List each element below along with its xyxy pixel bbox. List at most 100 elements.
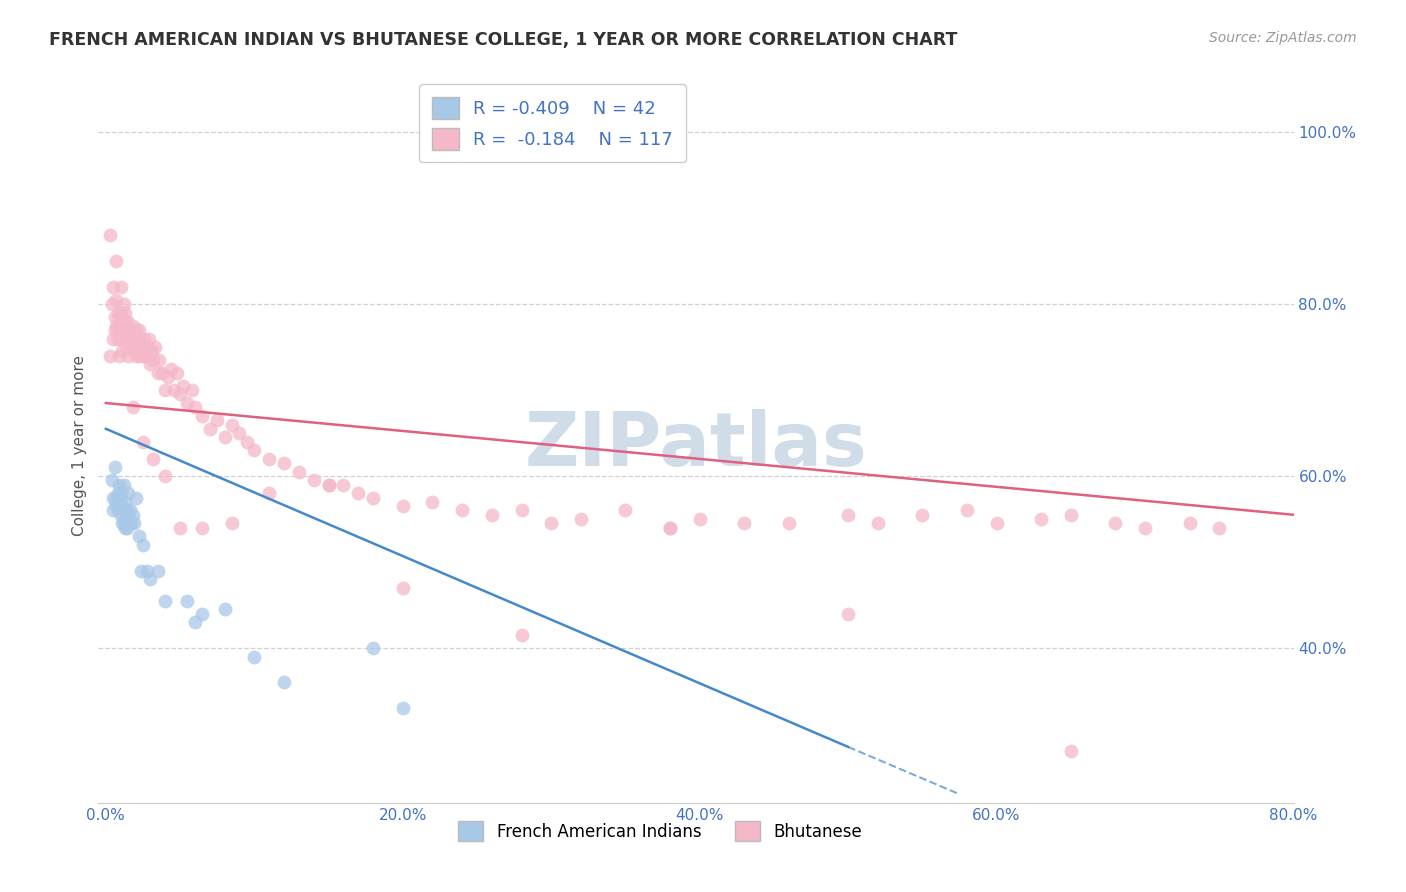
Text: Source: ZipAtlas.com: Source: ZipAtlas.com — [1209, 31, 1357, 45]
Point — [112, 314, 135, 328]
Point — [105, 293, 128, 307]
Point — [107, 306, 129, 320]
Point — [228, 426, 250, 441]
Point — [110, 332, 132, 346]
Point — [103, 332, 125, 346]
Point — [131, 564, 153, 578]
Point — [243, 443, 266, 458]
Point — [117, 332, 139, 346]
Point — [956, 503, 979, 517]
Point — [221, 516, 243, 531]
Point — [136, 340, 159, 354]
Point — [101, 474, 124, 488]
Point — [142, 451, 165, 466]
Point — [122, 516, 145, 531]
Point — [121, 401, 143, 415]
Point — [108, 477, 131, 491]
Point — [132, 349, 155, 363]
Point — [98, 228, 121, 243]
Point — [481, 508, 503, 522]
Point — [104, 323, 127, 337]
Point — [257, 451, 280, 466]
Point — [148, 353, 170, 368]
Point — [214, 430, 236, 444]
Point — [114, 306, 136, 320]
Point — [139, 572, 162, 586]
Point — [132, 538, 155, 552]
Point — [110, 280, 132, 294]
Point — [142, 353, 165, 368]
Point — [135, 349, 157, 363]
Point — [911, 508, 934, 522]
Point — [120, 516, 142, 531]
Point — [121, 318, 143, 333]
Point — [122, 332, 145, 346]
Point — [163, 383, 186, 397]
Point — [115, 521, 138, 535]
Point — [361, 641, 384, 656]
Point — [391, 701, 413, 715]
Point — [184, 401, 207, 415]
Point — [132, 335, 155, 350]
Point — [659, 521, 682, 535]
Point — [112, 332, 135, 346]
Point — [121, 344, 143, 359]
Point — [361, 491, 384, 505]
Text: FRENCH AMERICAN INDIAN VS BHUTANESE COLLEGE, 1 YEAR OR MORE CORRELATION CHART: FRENCH AMERICAN INDIAN VS BHUTANESE COLL… — [49, 31, 957, 49]
Point — [115, 340, 138, 354]
Point — [160, 361, 183, 376]
Point — [111, 499, 134, 513]
Point — [205, 413, 228, 427]
Point — [778, 516, 800, 531]
Point — [510, 503, 533, 517]
Point — [110, 486, 132, 500]
Point — [166, 366, 188, 380]
Point — [837, 607, 859, 621]
Point — [118, 323, 141, 337]
Point — [1133, 521, 1156, 535]
Point — [191, 607, 214, 621]
Point — [125, 335, 148, 350]
Point — [107, 486, 129, 500]
Point — [124, 349, 146, 363]
Point — [540, 516, 562, 531]
Point — [139, 357, 162, 371]
Point — [150, 366, 173, 380]
Point — [157, 370, 180, 384]
Point — [221, 417, 243, 432]
Point — [105, 318, 128, 333]
Point — [105, 254, 128, 268]
Point — [198, 422, 221, 436]
Point — [302, 474, 325, 488]
Point — [288, 465, 311, 479]
Point — [117, 508, 139, 522]
Point — [181, 383, 204, 397]
Point — [124, 323, 146, 337]
Point — [214, 602, 236, 616]
Point — [111, 323, 134, 337]
Point — [155, 469, 177, 483]
Point — [107, 332, 129, 346]
Point — [112, 516, 135, 531]
Point — [128, 529, 150, 543]
Point — [120, 327, 142, 342]
Point — [146, 366, 169, 380]
Point — [1208, 521, 1230, 535]
Point — [128, 323, 150, 337]
Point — [733, 516, 755, 531]
Point — [111, 516, 134, 531]
Point — [172, 379, 194, 393]
Point — [659, 521, 682, 535]
Point — [155, 383, 177, 397]
Point — [101, 297, 124, 311]
Point — [273, 675, 295, 690]
Point — [104, 310, 127, 324]
Point — [273, 456, 295, 470]
Point — [132, 434, 155, 449]
Point — [98, 349, 121, 363]
Point — [104, 460, 127, 475]
Point — [134, 332, 156, 346]
Point — [108, 491, 131, 505]
Point — [986, 516, 1008, 531]
Point — [118, 503, 141, 517]
